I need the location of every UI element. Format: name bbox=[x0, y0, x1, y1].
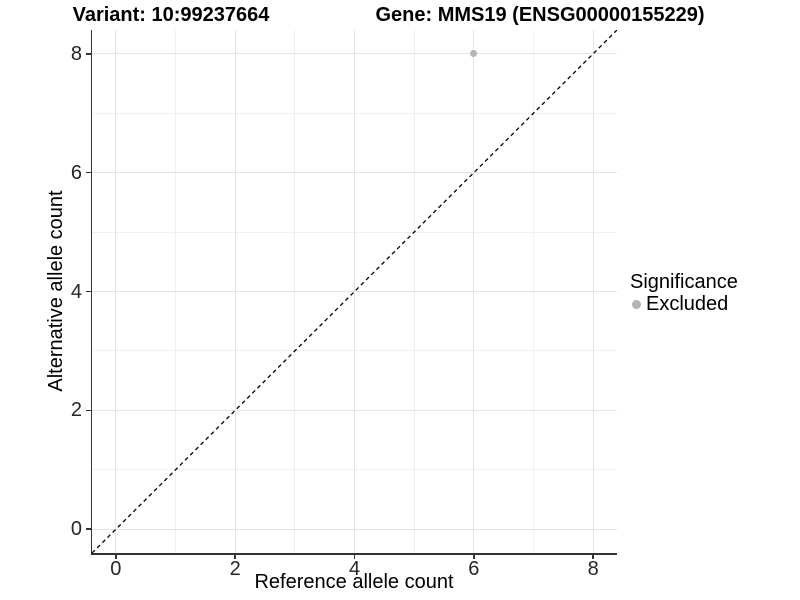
legend: Significance Excluded bbox=[630, 271, 738, 315]
x-tick-mark bbox=[473, 554, 475, 559]
x-tick-mark bbox=[234, 554, 236, 559]
x-tick-label: 2 bbox=[229, 558, 241, 580]
y-axis-line bbox=[90, 30, 92, 555]
x-tick-mark bbox=[115, 554, 117, 559]
identity-dashed-line bbox=[92, 30, 617, 553]
y-tick-mark bbox=[86, 171, 91, 174]
reference-line-layer bbox=[92, 30, 617, 553]
y-major-gridline bbox=[92, 409, 617, 411]
y-tick-mark bbox=[86, 409, 91, 412]
x-axis-title: Reference allele count bbox=[254, 571, 454, 593]
legend-entries: Excluded bbox=[630, 293, 738, 315]
data-point bbox=[470, 50, 478, 58]
legend-key-dot-icon bbox=[632, 299, 641, 309]
y-tick-label: 8 bbox=[70, 42, 82, 65]
legend-title: Significance bbox=[630, 271, 738, 293]
legend-entry: Excluded bbox=[632, 293, 738, 315]
legend-entry-label: Excluded bbox=[646, 293, 729, 315]
x-tick-label: 8 bbox=[587, 558, 599, 580]
y-major-gridline bbox=[92, 53, 617, 55]
x-tick-mark bbox=[592, 554, 594, 559]
y-major-gridline bbox=[92, 528, 617, 530]
x-tick-label: 0 bbox=[110, 558, 122, 580]
plot-panel bbox=[92, 30, 617, 553]
x-axis-line bbox=[90, 553, 617, 555]
y-major-gridline bbox=[92, 291, 617, 292]
y-tick-mark bbox=[86, 528, 91, 530]
gene-title: Gene: MMS19 (ENSG00000155229) bbox=[375, 4, 705, 26]
variant-title: Variant: 10:99237664 bbox=[72, 4, 270, 26]
y-major-gridline bbox=[92, 172, 617, 174]
y-tick-label: 4 bbox=[70, 280, 82, 303]
y-tick-mark bbox=[86, 290, 91, 293]
x-tick-label: 6 bbox=[468, 558, 480, 580]
x-tick-label: 4 bbox=[348, 558, 361, 580]
y-tick-label: 2 bbox=[70, 399, 82, 422]
y-tick-mark bbox=[86, 53, 91, 55]
y-tick-label: 6 bbox=[70, 161, 82, 184]
y-tick-label: 0 bbox=[70, 518, 82, 541]
x-tick-mark bbox=[353, 554, 356, 559]
